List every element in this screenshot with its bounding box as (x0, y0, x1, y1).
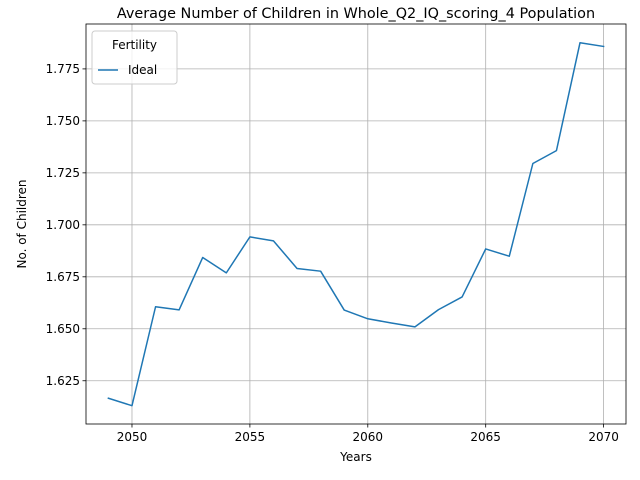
y-tick-label: 1.650 (46, 322, 80, 336)
series-line-ideal (107, 41, 605, 407)
x-tick-label: 2065 (470, 430, 501, 444)
y-tick-label: 1.750 (46, 114, 80, 128)
x-axis: 2050 2055 2060 2065 2070 (117, 424, 619, 444)
y-axis: 1.625 1.650 1.675 1.700 1.725 1.750 1.775 (46, 62, 86, 388)
chart-title: Average Number of Children in Whole_Q2_I… (117, 6, 595, 22)
series-layer (107, 41, 605, 407)
plot-frame (85, 23, 627, 425)
x-tick-label: 2050 (117, 430, 148, 444)
legend-label-ideal: Ideal (128, 63, 157, 77)
legend: Fertility Ideal (91, 30, 178, 85)
y-tick-label: 1.625 (46, 374, 80, 388)
y-tick-label: 1.675 (46, 270, 80, 284)
x-axis-label: Years (339, 450, 372, 464)
y-tick-label: 1.725 (46, 166, 80, 180)
y-axis-label: No. of Children (15, 179, 29, 268)
y-tick-label: 1.775 (46, 62, 80, 76)
x-tick-label: 2070 (588, 430, 619, 444)
x-tick-label: 2060 (353, 430, 384, 444)
y-tick-label: 1.700 (46, 218, 80, 232)
legend-title: Fertility (112, 38, 157, 52)
x-tick-label: 2055 (235, 430, 266, 444)
grid-lines (86, 24, 626, 424)
